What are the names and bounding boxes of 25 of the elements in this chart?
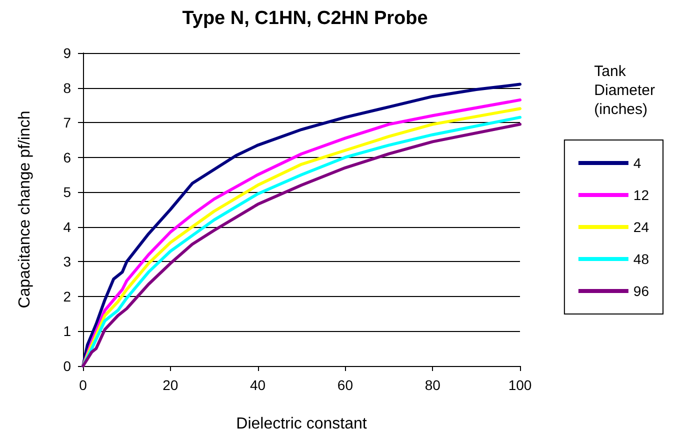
y-tick-label: 8 — [63, 80, 72, 96]
y-tick-label: 4 — [63, 218, 72, 235]
y-tick-label: 9 — [63, 45, 72, 61]
x-tick-label: 20 — [162, 377, 178, 393]
x-axis-title: Dielectric constant — [236, 416, 368, 432]
y-tick-label: 3 — [63, 254, 72, 270]
chart-title: Type N, C1HN, C2HN Probe — [182, 8, 428, 29]
y-tick-label: 6 — [63, 149, 72, 166]
legend-label: 96 — [633, 283, 650, 299]
x-tick-label: 80 — [424, 377, 441, 393]
y-tick-label: 5 — [63, 184, 72, 200]
x-tick-label: 60 — [337, 377, 354, 393]
x-tick-label: 0 — [79, 377, 88, 393]
y-tick-label: 2 — [63, 288, 72, 304]
x-tick-label: 100 — [508, 377, 532, 393]
legend-title: Tank Diameter (inches) — [594, 63, 656, 118]
y-axis-title: Capacitance change pf/inch — [16, 110, 34, 308]
legend-label: 24 — [633, 219, 650, 235]
y-tick-label: 7 — [63, 114, 72, 131]
legend-label: 12 — [633, 187, 650, 203]
x-tick-label: 40 — [250, 377, 266, 393]
y-tick-label: 0 — [63, 358, 72, 374]
legend-label: 48 — [633, 251, 650, 267]
legend-label: 4 — [633, 155, 642, 171]
y-tick-label: 1 — [63, 323, 72, 340]
